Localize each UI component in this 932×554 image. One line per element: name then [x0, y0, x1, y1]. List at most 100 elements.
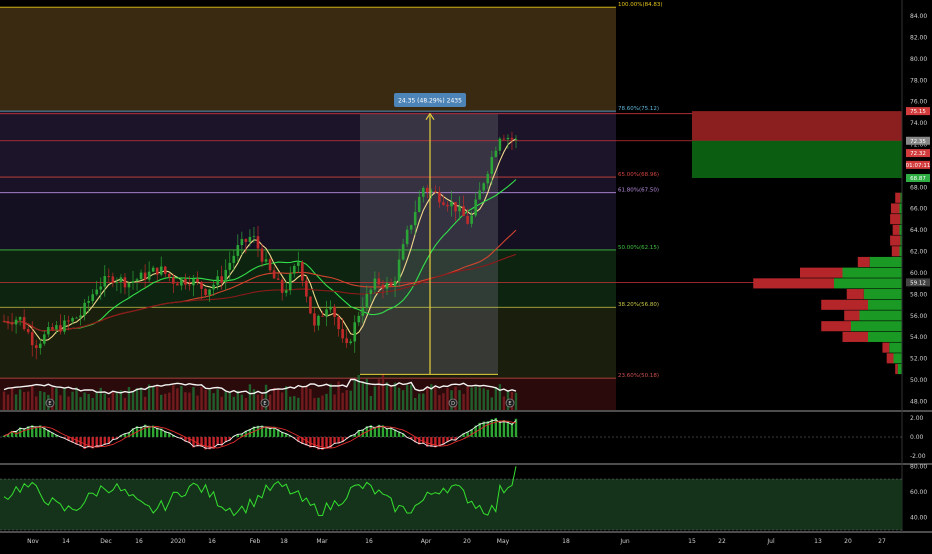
candle-body	[394, 281, 397, 286]
candle-body	[454, 202, 457, 211]
measure-box	[360, 114, 498, 375]
y-tick-label: 64.00	[910, 227, 927, 234]
volume-bar	[216, 389, 218, 410]
candle-body	[212, 285, 215, 290]
candle-body	[168, 274, 171, 277]
candle-body	[511, 138, 514, 140]
candle-body	[313, 313, 316, 325]
x-tick-label: 13	[814, 538, 822, 545]
volume-bar	[285, 386, 287, 410]
price-zone	[692, 111, 902, 141]
profile-bar-down	[895, 193, 900, 203]
candle-body	[204, 289, 207, 295]
volume-bar	[79, 397, 81, 410]
fib-zone	[0, 7, 616, 111]
fib-zone	[0, 193, 616, 250]
candle-body	[47, 327, 50, 334]
candle-body	[51, 327, 54, 329]
volume-bar	[398, 388, 400, 410]
momentum-bar	[511, 423, 513, 437]
event-marker-label: E	[48, 401, 51, 407]
candle-body	[132, 281, 135, 283]
candle-body	[95, 290, 98, 295]
candle-body	[345, 338, 348, 343]
candle-body	[3, 321, 6, 322]
volume-bar	[317, 398, 319, 410]
x-tick-label: Mar	[316, 538, 328, 545]
volume-bar	[499, 384, 501, 410]
volume-bar	[474, 386, 476, 410]
candle-body	[305, 281, 308, 297]
volume-bar	[329, 384, 331, 410]
x-tick-label: Dec	[100, 538, 112, 545]
candle-body	[418, 197, 421, 212]
volume-bar	[212, 393, 214, 410]
volume-bar	[422, 394, 424, 410]
candle-body	[108, 276, 111, 277]
candle-body	[144, 273, 147, 280]
volume-bar	[309, 389, 311, 410]
volume-bar	[136, 388, 138, 410]
volume-bar	[350, 391, 352, 410]
volume-bar	[277, 389, 279, 410]
fib-label: 23.60%(50.18)	[618, 373, 659, 379]
x-tick-label: 18	[562, 538, 570, 545]
volume-bar	[237, 391, 239, 410]
candle-body	[39, 344, 42, 348]
momentum-bar	[386, 428, 388, 437]
candle-body	[470, 216, 473, 224]
volume-bar	[27, 392, 29, 410]
volume-bar	[305, 386, 307, 410]
candle-body	[442, 202, 445, 204]
volume-bar	[144, 397, 146, 410]
candle-body	[71, 318, 74, 321]
volume-bar	[221, 397, 223, 410]
volume-bar	[301, 388, 303, 410]
candle-body	[458, 206, 461, 211]
momentum-y-tick-label: -2.00	[910, 453, 926, 460]
volume-bar	[39, 391, 41, 410]
volume-bar	[458, 390, 460, 410]
volume-bar	[446, 388, 448, 410]
candle-body	[341, 329, 344, 338]
volume-bar	[345, 390, 347, 410]
fib-zone	[0, 111, 616, 177]
candle-body	[478, 190, 481, 199]
event-marker-label: D	[451, 401, 455, 407]
candle-body	[438, 192, 441, 202]
volume-bar	[503, 396, 505, 410]
fib-label: 65.00%(68.96)	[618, 172, 659, 178]
candle-body	[495, 151, 498, 157]
profile-bar-up	[834, 278, 902, 288]
candle-body	[188, 285, 191, 286]
candle-body	[19, 317, 22, 320]
profile-bar-down	[890, 214, 900, 224]
candle-body	[148, 272, 151, 280]
volume-bar	[128, 387, 130, 410]
candle-body	[398, 260, 401, 281]
x-tick-label: 20	[844, 538, 852, 545]
volume-bar	[83, 392, 85, 410]
candle-body	[249, 237, 252, 242]
price-tag-label: 59.12	[910, 280, 926, 286]
candle-body	[192, 279, 195, 285]
y-tick-label: 52.00	[910, 356, 927, 363]
volume-bar	[487, 390, 489, 410]
momentum-bar	[487, 421, 489, 437]
candle-body	[281, 280, 284, 293]
volume-bar	[402, 390, 404, 410]
volume-bar	[196, 396, 198, 410]
candle-body	[329, 307, 332, 310]
volume-bar	[172, 385, 174, 410]
volume-bar	[479, 388, 481, 410]
volume-bar	[442, 393, 444, 410]
volume-bar	[462, 394, 464, 410]
fib-label: 50.00%(62.15)	[618, 245, 659, 251]
candle-body	[446, 205, 449, 207]
candle-body	[27, 329, 30, 332]
profile-bar-down	[892, 246, 900, 256]
profile-bar-up	[870, 257, 902, 267]
candle-body	[353, 322, 356, 341]
